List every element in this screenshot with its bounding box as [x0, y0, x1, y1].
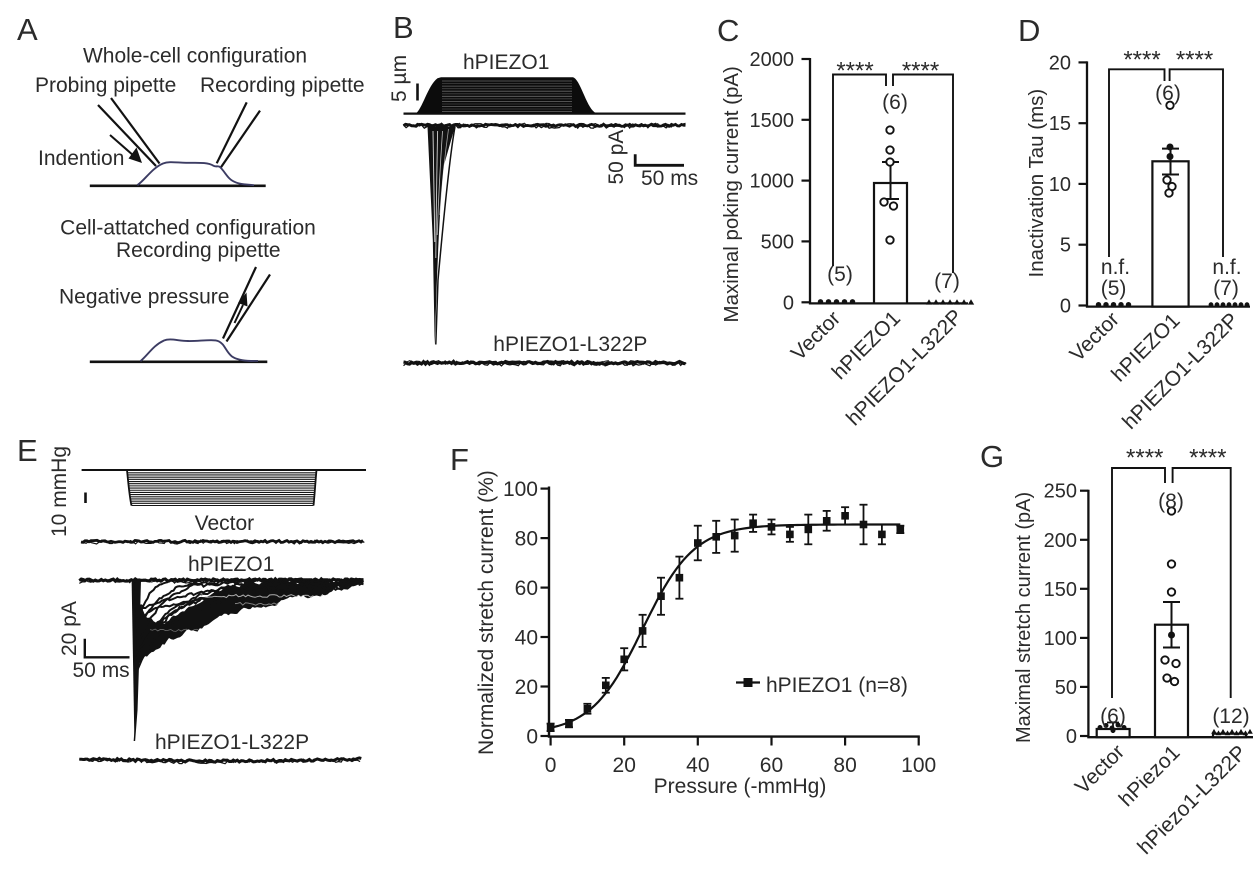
svg-text:E: E — [17, 433, 38, 468]
svg-text:Vector: Vector — [195, 512, 255, 535]
svg-text:0: 0 — [1060, 296, 1071, 318]
svg-text:B: B — [393, 10, 414, 45]
svg-text:0: 0 — [526, 726, 538, 749]
svg-text:Negative pressure: Negative pressure — [59, 286, 229, 309]
svg-text:15: 15 — [1049, 113, 1071, 135]
svg-text:Normalized stretch current (%): Normalized stretch current (%) — [475, 470, 498, 755]
svg-text:hPIEZO1: hPIEZO1 — [463, 51, 549, 74]
svg-text:20: 20 — [515, 676, 538, 699]
svg-text:(5): (5) — [827, 263, 853, 286]
svg-text:(6): (6) — [1100, 705, 1126, 728]
svg-text:250: 250 — [1044, 481, 1077, 503]
svg-text:40: 40 — [515, 627, 538, 650]
svg-text:Inactivation Tau (ms): Inactivation Tau (ms) — [1025, 89, 1048, 278]
svg-text:0: 0 — [1066, 726, 1077, 748]
svg-text:0: 0 — [545, 754, 557, 777]
svg-text:150: 150 — [1044, 579, 1077, 601]
svg-text:80: 80 — [515, 528, 538, 551]
svg-text:hPIEZO1: hPIEZO1 — [188, 553, 274, 576]
svg-text:n.f.: n.f. — [1101, 256, 1130, 279]
svg-text:50 ms: 50 ms — [641, 167, 698, 190]
svg-text:100: 100 — [1044, 628, 1077, 650]
svg-text:n.f.: n.f. — [1212, 256, 1241, 279]
svg-text:hPIEZO1-L322P: hPIEZO1-L322P — [493, 333, 647, 356]
svg-text:100: 100 — [901, 754, 936, 777]
svg-text:Recording pipette: Recording pipette — [116, 239, 281, 262]
svg-text:2000: 2000 — [750, 49, 795, 71]
svg-text:****: **** — [836, 58, 873, 85]
svg-text:A: A — [17, 12, 38, 47]
svg-text:60: 60 — [760, 754, 783, 777]
svg-text:20: 20 — [613, 754, 636, 777]
svg-text:(6): (6) — [882, 91, 908, 114]
svg-text:(12): (12) — [1212, 705, 1249, 728]
svg-text:hPIEZO1-L322P: hPIEZO1-L322P — [155, 731, 309, 754]
svg-text:****: **** — [1123, 47, 1160, 74]
svg-text:50 ms: 50 ms — [73, 659, 130, 682]
svg-text:(7): (7) — [1213, 277, 1239, 300]
svg-text:50 pA: 50 pA — [605, 130, 628, 185]
svg-text:1500: 1500 — [750, 110, 795, 132]
svg-text:Pressure (-mmHg): Pressure (-mmHg) — [654, 775, 827, 798]
svg-text:Cell-attatched configuration: Cell-attatched configuration — [60, 217, 316, 240]
svg-text:20: 20 — [1049, 52, 1071, 74]
svg-text:Whole-cell configuration: Whole-cell configuration — [83, 45, 307, 68]
svg-text:100: 100 — [503, 478, 538, 501]
svg-text:****: **** — [1126, 445, 1163, 472]
svg-text:G: G — [980, 439, 1004, 474]
svg-text:Recording pipette: Recording pipette — [200, 74, 365, 97]
svg-text:Probing pipette: Probing pipette — [35, 74, 176, 97]
svg-text:hPIEZO1 (n=8): hPIEZO1 (n=8) — [766, 674, 908, 697]
svg-text:Maximal stretch current (pA): Maximal stretch current (pA) — [1013, 492, 1035, 743]
svg-text:40: 40 — [686, 754, 709, 777]
svg-text:60: 60 — [515, 577, 538, 600]
svg-text:80: 80 — [833, 754, 856, 777]
svg-text:(6): (6) — [1155, 82, 1181, 105]
svg-text:10 mmHg: 10 mmHg — [48, 446, 71, 537]
svg-text:D: D — [1018, 13, 1040, 48]
svg-text:50: 50 — [1055, 677, 1077, 699]
svg-text:****: **** — [902, 58, 939, 85]
svg-text:5: 5 — [1060, 235, 1071, 257]
svg-text:20 pA: 20 pA — [58, 601, 81, 656]
svg-text:Maximal poking current (pA): Maximal poking current (pA) — [720, 66, 743, 322]
svg-text:C: C — [717, 13, 739, 48]
svg-text:****: **** — [1189, 445, 1226, 472]
svg-text:(7): (7) — [934, 270, 960, 293]
svg-text:(5): (5) — [1101, 277, 1127, 300]
svg-text:0: 0 — [783, 292, 794, 314]
svg-text:500: 500 — [761, 231, 794, 253]
svg-text:1000: 1000 — [750, 171, 795, 193]
svg-text:Indention: Indention — [38, 147, 124, 170]
svg-text:200: 200 — [1044, 530, 1077, 552]
svg-text:5 µm: 5 µm — [388, 55, 411, 102]
svg-text:10: 10 — [1049, 174, 1071, 196]
svg-text:****: **** — [1176, 47, 1213, 74]
svg-text:(8): (8) — [1158, 490, 1184, 513]
svg-text:F: F — [450, 442, 469, 477]
